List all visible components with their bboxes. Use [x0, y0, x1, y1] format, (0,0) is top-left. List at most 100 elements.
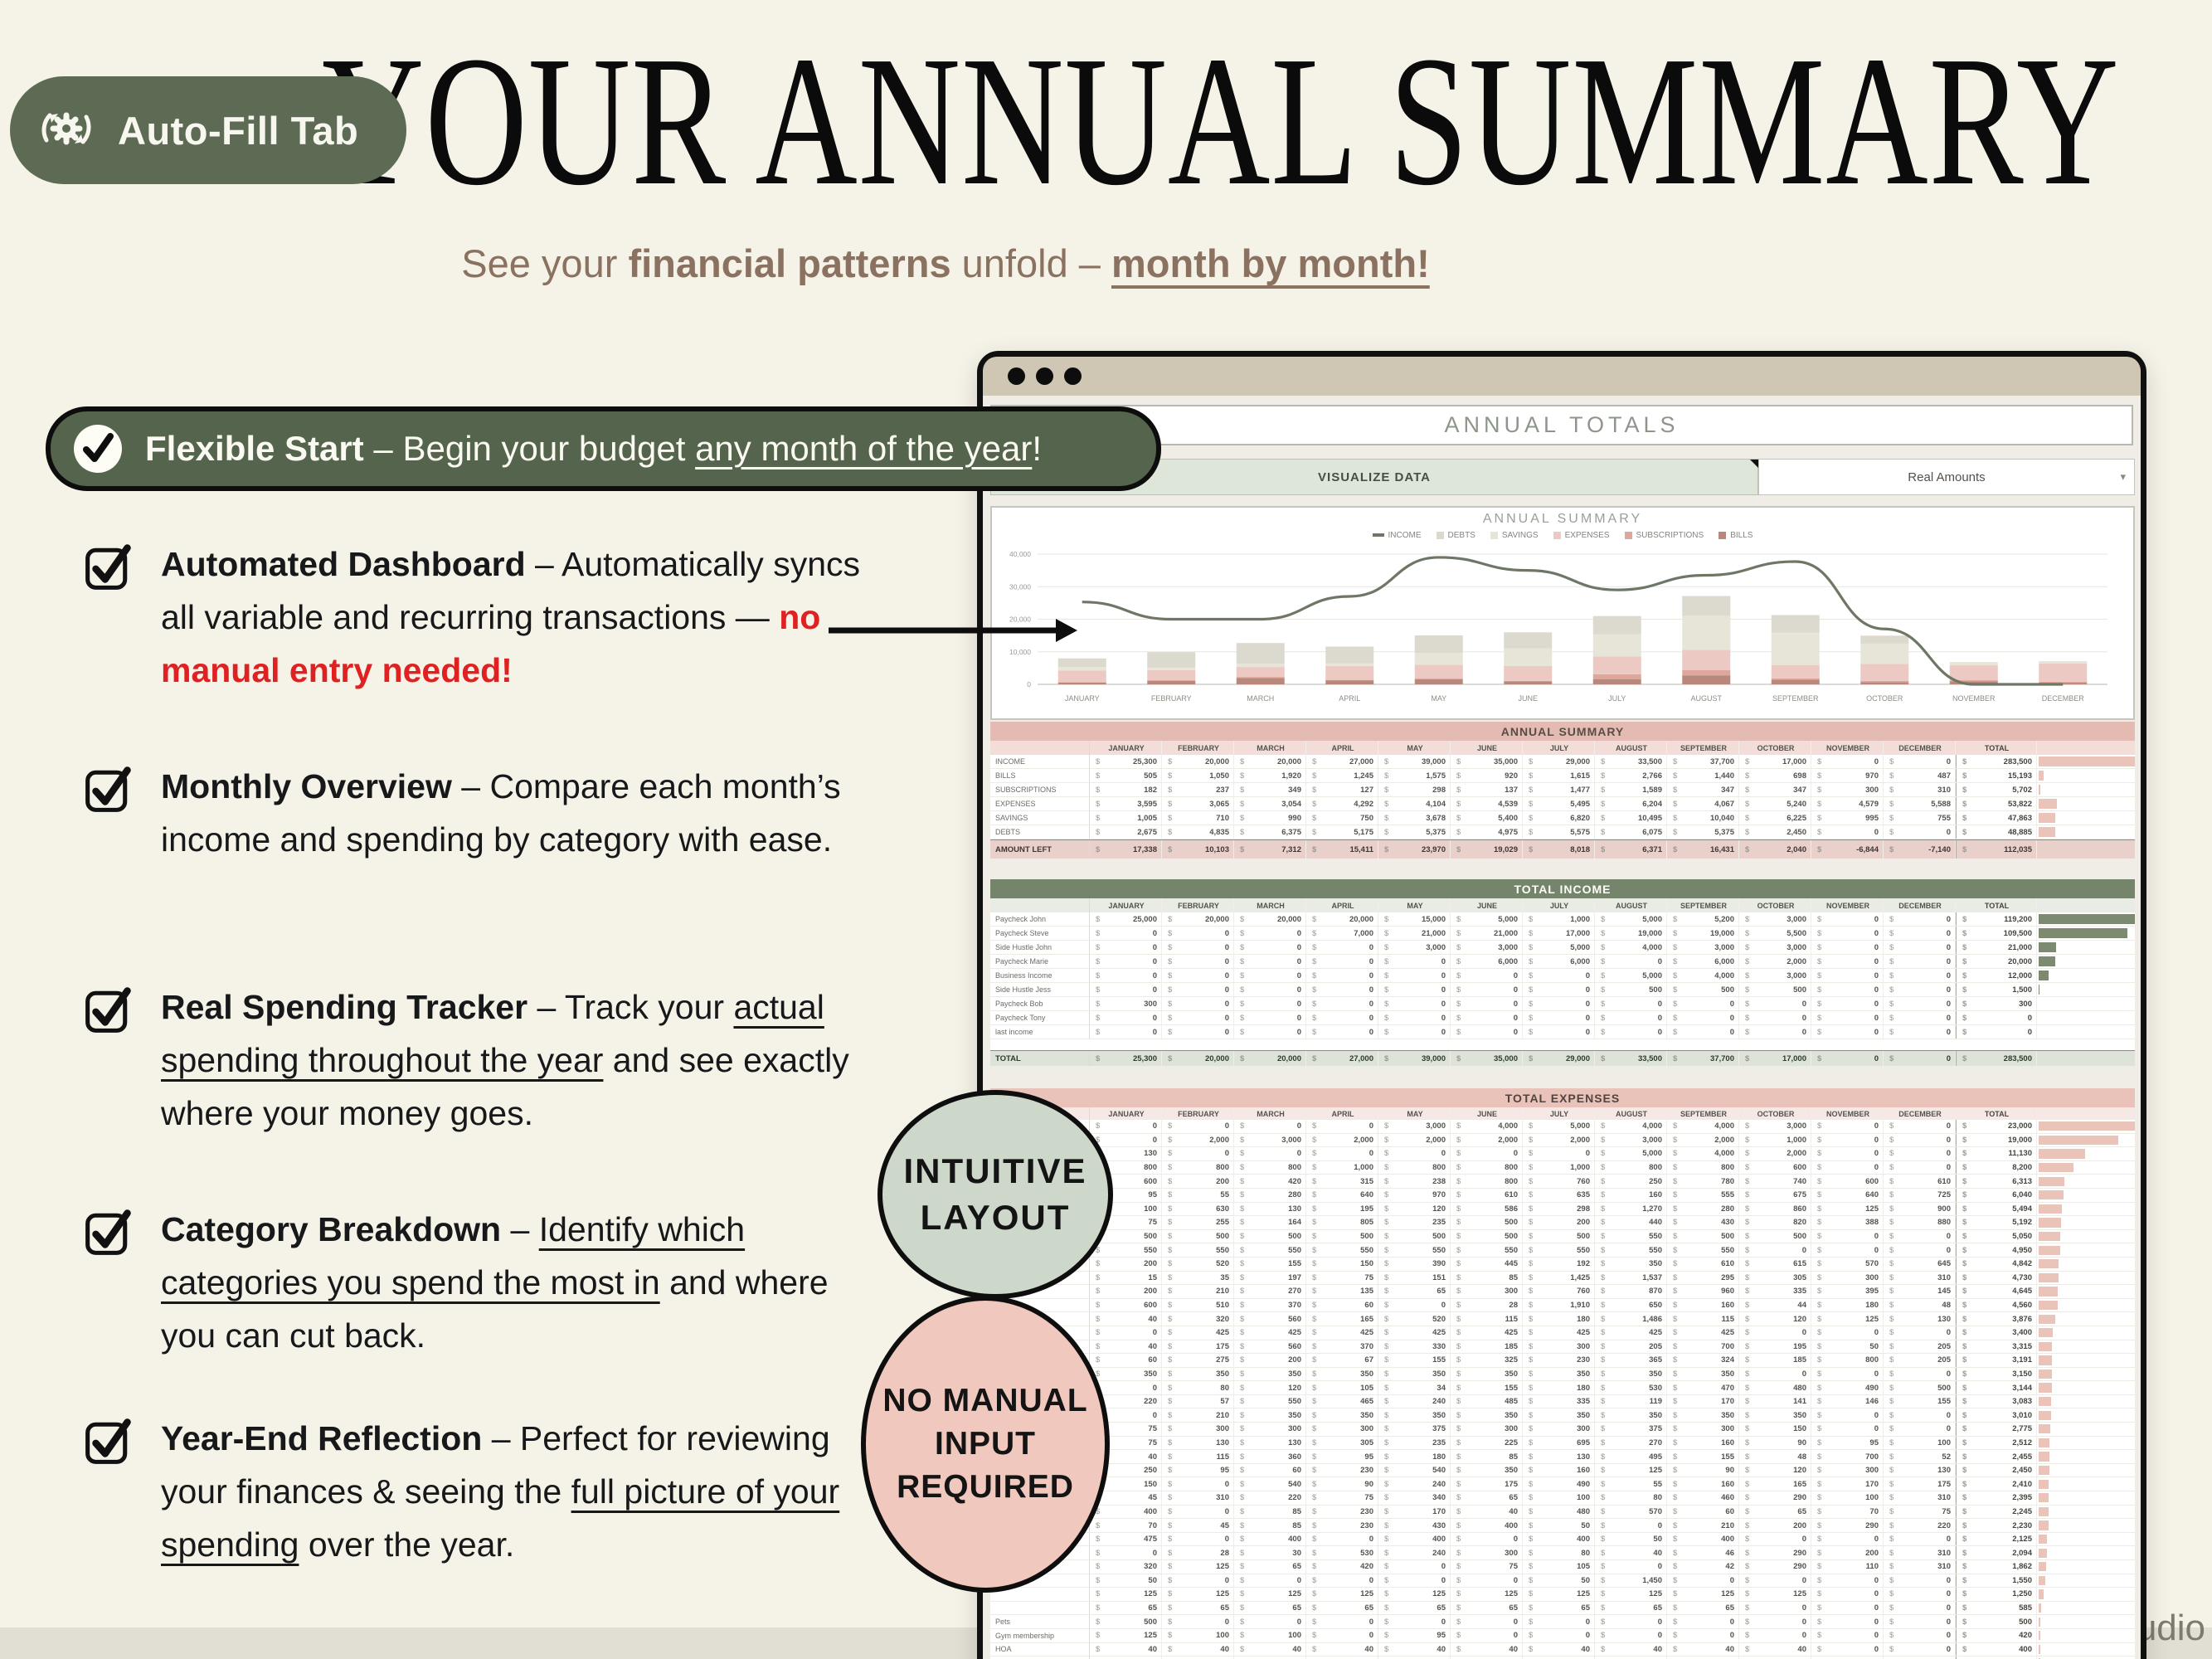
- svg-text:OCTOBER: OCTOBER: [1866, 694, 1903, 703]
- page-title: YOUR ANNUAL SUMMARY: [322, 18, 2120, 225]
- circle-line: INTUITIVE: [903, 1151, 1087, 1190]
- total-expenses-table: TOTAL EXPENSES JANUARY FEBRUARY MARCH APRIL M…: [990, 1088, 2135, 1659]
- checkbox-icon: [83, 1415, 134, 1467]
- circle-line: REQUIRED: [897, 1469, 1074, 1505]
- table-row: $0 $2,000 $3,000 $2,000 $2,000 $2,000 $2,000 $3…: [990, 1133, 2135, 1148]
- table-row: Pets $500 $0 $0 $0 $0 $0 $0 $0 $0 $0 $0 $0 $500: [990, 1615, 2135, 1629]
- flexible-start-pill: Flexible Start – Begin your budget any m…: [46, 406, 1161, 491]
- table-row: $200 $520 $155 $150 $390 $445 $192 $350 $610 $615…: [990, 1257, 2135, 1272]
- circle-line: LAYOUT: [920, 1198, 1071, 1237]
- legend-item: BILLS: [1719, 531, 1753, 540]
- table-row: $130$0$0$0$0$0$0$5,000$4,000$2,000$0$0$1…: [990, 1147, 2135, 1161]
- table-row: $500$500$500$500$500$500$500$550$500$500…: [990, 1229, 2135, 1244]
- table-total-row: AMOUNT LEFT $17,338 $10,103 $7,312 $15,411 $2…: [990, 839, 2135, 859]
- table-row: Student loan John$0$425$425$425$425$425$…: [990, 1326, 2135, 1340]
- spreadsheet-window: ANNUAL TOTALS VISUALIZE DATA Real Amount…: [977, 351, 2146, 1659]
- watermark-text: udio: [2136, 1608, 2205, 1648]
- window-titlebar: [983, 357, 2141, 396]
- real-amounts-dropdown[interactable]: Real Amounts ▾: [1758, 459, 2135, 495]
- circle-line: INPUT: [935, 1426, 1036, 1462]
- legend-item: SUBSCRIPTIONS: [1624, 531, 1704, 540]
- svg-text:20,000: 20,000: [1009, 615, 1031, 624]
- circle-line: NO MANUAL: [882, 1383, 1088, 1418]
- table-title: TOTAL INCOME: [990, 879, 2135, 898]
- chevron-down-icon: ▾: [2120, 470, 2126, 483]
- chart-legend: INCOME DEBTS SAVINGS EXPENSES SUBSCRIPTIONS B…: [992, 531, 2133, 540]
- table-row: $600 $510 $370 $60 $0 $28 $1,910 $650 $160 $44 $18…: [990, 1298, 2135, 1313]
- svg-text:AUGUST: AUGUST: [1690, 694, 1722, 703]
- feature-category-breakdown: Category Breakdown – Identify which cate…: [83, 1203, 921, 1362]
- table-row: DEBTS $2,675 $4,835 $6,375 $5,175 $5,375 $4,97…: [990, 825, 2135, 839]
- table-row: $550 $550 $550 $550 $550 $550 $550 $550 $550 $0 $0…: [990, 1243, 2135, 1258]
- svg-text:10,000: 10,000: [1009, 648, 1031, 656]
- table-row: $40$115$360$95$180$85$130$495$155$48$700…: [990, 1450, 2135, 1464]
- table-row: $320 $125 $65 $420 $0 $75 $105 $0 $42 $290 $110 $31…: [990, 1560, 2135, 1574]
- checkbox-icon: [83, 984, 134, 1035]
- badge-label: Auto-Fill Tab: [118, 108, 359, 153]
- table-row: Side Hustle John $0 $0 $0 $0 $3,000 $3,000 $5,0…: [990, 941, 2135, 955]
- table-row: $40 $320 $560 $165 $520 $115 $180 $1,486 $115 $12…: [990, 1312, 2135, 1326]
- table-row: $220$57$550$465$240$485$335$119$170$141$…: [990, 1394, 2135, 1409]
- table-row: Public transport$60$275$200$67$155$325$2…: [990, 1354, 2135, 1368]
- table-row: $200 $210 $270 $135 $65 $300 $760 $870 $960 $335 $…: [990, 1285, 2135, 1299]
- svg-text:MARCH: MARCH: [1247, 694, 1274, 703]
- annual-summary-table: ANNUAL SUMMARY JANUARY FEBRUARY MARCH APRIL M…: [990, 722, 2135, 859]
- feature-text: Automated Dashboard – Automatically sync…: [161, 545, 860, 689]
- no-manual-input-badge: NO MANUAL INPUT REQUIRED: [861, 1296, 1110, 1593]
- legend-item: SAVINGS: [1490, 531, 1539, 540]
- table-row: $15 $35 $197 $75 $151 $85 $1,425 $1,537 $295 $305…: [990, 1271, 2135, 1286]
- table-row: $100$630$130$195$120$586$298$1,270$280$8…: [990, 1202, 2135, 1217]
- table-row: $70 $45 $85 $230 $430 $400 $50 $0 $210 $200 $290 $2…: [990, 1519, 2135, 1533]
- svg-text:NOVEMBER: NOVEMBER: [1952, 694, 1996, 703]
- table-row: Business Income $0 $0 $0 $0 $0 $0 $0 $5,000 $4,00…: [990, 969, 2135, 983]
- table-row: $400 $0 $85 $230 $170 $40 $480 $570 $60 $65 $70 $75…: [990, 1505, 2135, 1520]
- window-dot-icon[interactable]: [1008, 367, 1025, 385]
- checkbox-icon: [83, 1206, 134, 1258]
- table-row: Paycheck John $25,000 $20,000 $20,000 $20,00…: [990, 912, 2135, 927]
- pointer-arrow: [825, 612, 1082, 653]
- check-circle-icon: [72, 423, 124, 474]
- table-row: $45$310$220$75$340$65$100$80$460$290$100…: [990, 1491, 2135, 1506]
- svg-text:JUNE: JUNE: [1518, 694, 1538, 703]
- table-row: Student loan Jess$350$350$350$350$350$35…: [990, 1367, 2135, 1382]
- pill-text: Flexible Start – Begin your budget any m…: [145, 429, 1042, 468]
- feature-text: Year-End Reflection – Perfect for review…: [161, 1419, 840, 1564]
- page-subtitle: See your financial patterns unfold – mon…: [461, 241, 1430, 285]
- autofill-tab-badge: Auto-Fill Tab: [10, 76, 407, 184]
- table-row: $0$80$120$105$34$155$180$530$470$480$490…: [990, 1381, 2135, 1395]
- table-row: Paycheck Marie $0 $0 $0 $0 $0 $6,000 $6,000 $0 $6…: [990, 955, 2135, 969]
- dropdown-value: Real Amounts: [1908, 469, 1986, 484]
- window-dot-icon[interactable]: [1064, 367, 1082, 385]
- svg-text:DECEMBER: DECEMBER: [2042, 694, 2085, 703]
- cell-note-marker: [1750, 460, 1759, 469]
- table-row: $0$210$350$350$350$350$350$350$350$350$0…: [990, 1408, 2135, 1423]
- table-row: $600$200$420$315$238$800$760$250$780$740…: [990, 1175, 2135, 1189]
- feature-real-spending-tracker: Real Spending Tracker – Track your actua…: [83, 980, 921, 1140]
- table-row: $75$255$164$805$235$500$200$440$430$820$…: [990, 1216, 2135, 1230]
- table-row: $125 $125 $125 $125 $125 $125 $125 $125 $125 $125…: [990, 1588, 2135, 1602]
- window-dot-icon[interactable]: [1036, 367, 1053, 385]
- table-title: ANNUAL SUMMARY: [990, 722, 2135, 741]
- table-row: HOA $40 $40 $40 $40 $40 $40 $40 $40 $40 $40 $0 $0 $40…: [990, 1642, 2135, 1657]
- legend-item: INCOME: [1372, 531, 1422, 540]
- feature-text: Category Breakdown – Identify which cate…: [161, 1210, 829, 1355]
- svg-text:0: 0: [1027, 680, 1031, 688]
- checkbox-icon: [83, 763, 134, 815]
- feature-text: Real Spending Tracker – Track your actua…: [161, 988, 849, 1132]
- svg-text:MAY: MAY: [1431, 694, 1446, 703]
- table-row: INCOME $25,300 $20,000 $20,000 $27,000 $39,00…: [990, 755, 2135, 769]
- table-row: $0 $0 $0 $0 $3,000 $4,000 $5,000 $4,000 $4,000 $3…: [990, 1120, 2135, 1134]
- table-row: $75$300$300$300$375$300$300$375$300$150$…: [990, 1423, 2135, 1437]
- svg-text:30,000: 30,000: [1009, 582, 1031, 591]
- svg-text:JANUARY: JANUARY: [1065, 694, 1100, 703]
- table-month-header: JANUARY FEBRUARY MARCH APRIL MAY JUNE JULY AUGU…: [990, 898, 2135, 912]
- feature-monthly-overview: Monthly Overview – Compare each month’s …: [83, 760, 921, 866]
- table-row: Paycheck Bob $300 $0 $0 $0 $0 $0 $0 $0 $0 $0 $0 $0 $3…: [990, 997, 2135, 1011]
- table-row: SAVINGS $1,005 $710 $990 $750 $3,678 $5,400 $6,…: [990, 811, 2135, 825]
- table-total-row: TOTAL $25,300 $20,000 $20,000 $27,000 $39,000…: [990, 1050, 2135, 1066]
- feature-automated-dashboard: Automated Dashboard – Automatically sync…: [83, 538, 921, 697]
- chart-title: ANNUAL SUMMARY: [1482, 512, 1643, 526]
- table-month-header: JANUARY FEBRUARY MARCH APRIL MAY JUNE JULY AUGU…: [990, 741, 2135, 755]
- table-row: Side Hustle Jess $0 $0 $0 $0 $0 $0 $0 $500 $500 $5…: [990, 983, 2135, 997]
